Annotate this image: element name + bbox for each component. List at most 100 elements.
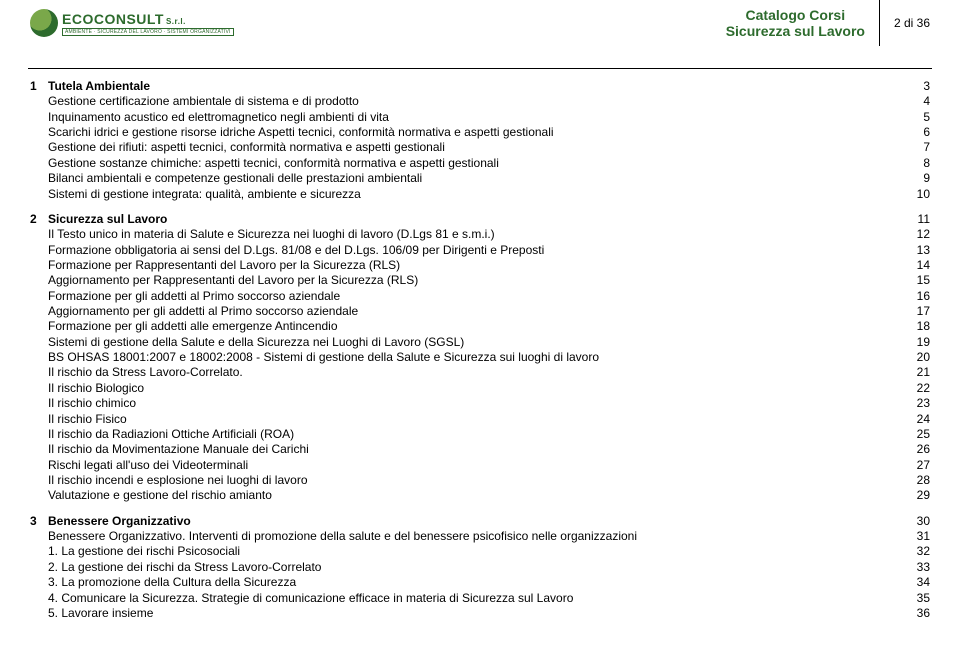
toc-item-label: Sistemi di gestione integrata: qualità, … [30, 187, 361, 202]
toc-item-label: Sistemi di gestione della Salute e della… [30, 335, 464, 350]
table-of-contents: 1Tutela Ambientale 3 Gestione certificazio… [30, 79, 930, 621]
header-spacer [234, 0, 712, 46]
toc-item-page: 34 [909, 575, 930, 590]
toc-item-label: BS OHSAS 18001:2007 e 18002:2008 - Siste… [30, 350, 599, 365]
toc-item-label: 2. La gestione dei rischi da Stress Lavo… [30, 560, 321, 575]
toc-item-label: Il rischio Biologico [30, 381, 144, 396]
toc-item-label: 1. La gestione dei rischi Psicosociali [30, 544, 240, 559]
toc-item-label: Scarichi idrici e gestione risorse idric… [30, 125, 554, 140]
toc-item-page: 17 [909, 304, 930, 319]
toc-item-page: 16 [909, 289, 930, 304]
toc-item-page: 25 [909, 427, 930, 442]
toc-item-page: 4 [915, 94, 930, 109]
toc-item-page: 22 [909, 381, 930, 396]
toc-item-page: 15 [909, 273, 930, 288]
toc-item-row: Sistemi di gestione della Salute e della… [30, 335, 930, 350]
toc-item-row: 3. La promozione della Cultura della Sic… [30, 575, 930, 590]
toc-item-page: 21 [909, 365, 930, 380]
toc-item-page: 36 [909, 606, 930, 621]
toc-item-label: Il rischio da Movimentazione Manuale dei… [30, 442, 309, 457]
toc-item-label: 3. La promozione della Cultura della Sic… [30, 575, 296, 590]
toc-item-page: 24 [909, 412, 930, 427]
toc-item-page: 27 [909, 458, 930, 473]
toc-item-label: Il rischio incendi e esplosione nei luog… [30, 473, 308, 488]
toc-item-page: 28 [909, 473, 930, 488]
toc-item-label: Gestione sostanze chimiche: aspetti tecn… [30, 156, 499, 171]
toc-item-row: Gestione dei rifiuti: aspetti tecnici, c… [30, 140, 930, 155]
toc-item-label: Il rischio da Radiazioni Ottiche Artific… [30, 427, 294, 442]
toc-item-row: Benessere Organizzativo. Interventi di p… [30, 529, 930, 544]
toc-item-page: 32 [909, 544, 930, 559]
toc-section-title: Tutela Ambientale [48, 79, 150, 94]
toc-section-page: 3 [915, 79, 930, 94]
toc-item-page: 35 [909, 591, 930, 606]
toc-section-page: 11 [910, 212, 930, 227]
toc-item-label: 5. Lavorare insieme [30, 606, 153, 621]
toc-section-number: 1 [30, 79, 48, 94]
toc-item-row: BS OHSAS 18001:2007 e 18002:2008 - Siste… [30, 350, 930, 365]
logo-text: ECOCONSULT S.r.l. AMBIENTE · SICUREZZA D… [62, 11, 234, 36]
toc-item-page: 14 [909, 258, 930, 273]
toc-section-number: 3 [30, 514, 48, 529]
toc-item-label: Il rischio chimico [30, 396, 136, 411]
toc-item-row: 2. La gestione dei rischi da Stress Lavo… [30, 560, 930, 575]
toc-item-label: Formazione obbligatoria ai sensi del D.L… [30, 243, 544, 258]
brand-name: ECOCONSULT [62, 11, 164, 27]
toc-section-number: 2 [30, 212, 48, 227]
toc-item-row: Formazione per Rappresentanti del Lavoro… [30, 258, 930, 273]
toc-item-row: Il rischio incendi e esplosione nei luog… [30, 473, 930, 488]
toc-section-page: 30 [909, 514, 930, 529]
toc-item-row: Aggiornamento per gli addetti al Primo s… [30, 304, 930, 319]
toc-section: 2Sicurezza sul Lavoro11Il Testo unico in… [30, 212, 930, 504]
toc-section-title: Benessere Organizzativo [48, 514, 191, 529]
toc-item-row: Il rischio chimico23 [30, 396, 930, 411]
toc-item-row: Scarichi idrici e gestione risorse idric… [30, 125, 930, 140]
toc-item-label: Il Testo unico in materia di Salute e Si… [30, 227, 495, 242]
toc-item-row: 4. Comunicare la Sicurezza. Strategie di… [30, 591, 930, 606]
toc-item-label: Valutazione e gestione del rischio amian… [30, 488, 272, 503]
toc-item-label: Formazione per gli addetti al Primo socc… [30, 289, 340, 304]
toc-item-row: Gestione certificazione ambientale di si… [30, 94, 930, 109]
toc-item-page: 29 [909, 488, 930, 503]
toc-item-page: 26 [909, 442, 930, 457]
toc-item-row: Bilanci ambientali e competenze gestiona… [30, 171, 930, 186]
toc-item-page: 31 [909, 529, 930, 544]
header-rule [28, 68, 932, 69]
toc-item-page: 7 [915, 140, 930, 155]
logo-swirl-icon [30, 9, 58, 37]
toc-item-label: Gestione dei rifiuti: aspetti tecnici, c… [30, 140, 445, 155]
toc-item-label: Bilanci ambientali e competenze gestiona… [30, 171, 422, 186]
toc-item-label: 4. Comunicare la Sicurezza. Strategie di… [30, 591, 573, 606]
toc-item-row: Il rischio da Movimentazione Manuale dei… [30, 442, 930, 457]
logo-block: ECOCONSULT S.r.l. AMBIENTE · SICUREZZA D… [30, 0, 234, 46]
toc-section: 1Tutela Ambientale 3 Gestione certificazio… [30, 79, 930, 202]
toc-item-page: 20 [909, 350, 930, 365]
toc-item-page: 18 [909, 319, 930, 334]
document-page: ECOCONSULT S.r.l. AMBIENTE · SICUREZZA D… [0, 0, 960, 659]
toc-item-page: 5 [915, 110, 930, 125]
toc-item-label: Benessere Organizzativo. Interventi di p… [30, 529, 637, 544]
logo-brand: ECOCONSULT S.r.l. [62, 11, 234, 27]
toc-item-label: Il rischio Fisico [30, 412, 127, 427]
toc-item-page: 6 [915, 125, 930, 140]
toc-item-row: Formazione obbligatoria ai sensi del D.L… [30, 243, 930, 258]
toc-section: 3Benessere Organizzativo 30 Benessere Orga… [30, 514, 930, 622]
header-title: Catalogo Corsi Sicurezza sul Lavoro [712, 0, 880, 46]
toc-item-row: Gestione sostanze chimiche: aspetti tecn… [30, 156, 930, 171]
header-title-line1: Catalogo Corsi [726, 7, 865, 23]
brand-tagline: AMBIENTE · SICUREZZA DEL LAVORO · SISTEM… [62, 28, 234, 36]
toc-item-label: Rischi legati all'uso dei Videoterminali [30, 458, 248, 473]
toc-item-row: Formazione per gli addetti al Primo socc… [30, 289, 930, 304]
toc-item-row: Inquinamento acustico ed elettromagnetic… [30, 110, 930, 125]
brand-srl: S.r.l. [166, 17, 186, 26]
toc-item-label: Gestione certificazione ambientale di si… [30, 94, 359, 109]
toc-item-label: Aggiornamento per gli addetti al Primo s… [30, 304, 358, 319]
toc-item-row: Valutazione e gestione del rischio amian… [30, 488, 930, 503]
toc-item-row: Il rischio Fisico 24 [30, 412, 930, 427]
toc-item-row: Formazione per gli addetti alle emergenz… [30, 319, 930, 334]
toc-section-heading-row: 3Benessere Organizzativo 30 [30, 514, 930, 529]
toc-item-page: 13 [909, 243, 930, 258]
toc-item-row: Sistemi di gestione integrata: qualità, … [30, 187, 930, 202]
toc-item-row: 1. La gestione dei rischi Psicosociali 32 [30, 544, 930, 559]
toc-item-row: Il rischio da Stress Lavoro-Correlato.21 [30, 365, 930, 380]
